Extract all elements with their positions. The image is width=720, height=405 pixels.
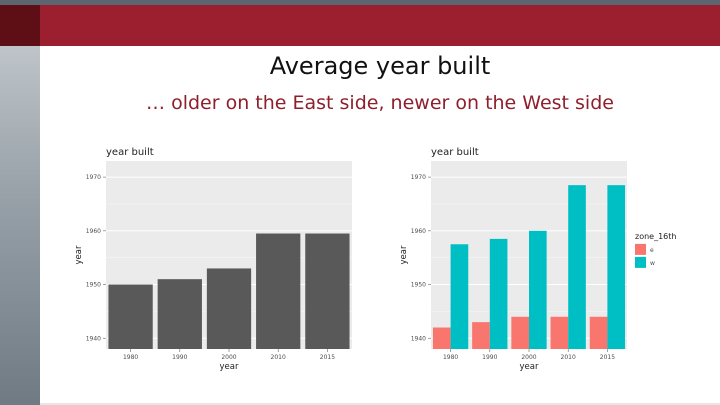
slide-subtitle: … older on the East side, newer on the W… xyxy=(146,92,614,114)
legend-key-e xyxy=(635,243,646,255)
x-axis-title: year xyxy=(220,362,239,372)
y-tick-label: 1940 xyxy=(86,335,101,342)
slide-title: Average year built xyxy=(269,52,491,80)
legend-label-e: e xyxy=(650,247,654,254)
bar-e-2015 xyxy=(589,316,608,349)
y-tick-label: 1940 xyxy=(411,335,426,342)
x-tick-label: 2010 xyxy=(271,354,286,361)
bar-2015 xyxy=(305,233,350,349)
x-tick-label: 1990 xyxy=(482,354,497,361)
left-side-strip xyxy=(0,5,40,405)
y-tick-label: 1950 xyxy=(86,282,101,289)
legend-label-w: w xyxy=(650,260,655,267)
bar-w-2000 xyxy=(529,230,547,349)
x-tick-label: 2015 xyxy=(320,354,335,361)
y-axis-title: year xyxy=(74,245,84,264)
chart-title: year built xyxy=(431,147,479,158)
bar-w-1990 xyxy=(489,238,508,349)
legend-key-w xyxy=(635,256,646,268)
x-tick-label: 2015 xyxy=(600,354,615,361)
x-axis-title: year xyxy=(520,362,539,372)
bar-w-2010 xyxy=(568,185,586,349)
bar-w-2015 xyxy=(607,185,626,349)
header-band xyxy=(40,5,720,46)
x-tick-label: 2000 xyxy=(221,354,236,361)
chart-title: year built xyxy=(106,147,154,158)
bar-e-1980 xyxy=(432,327,451,349)
legend-title: zone_16th xyxy=(635,232,676,241)
bar-2000 xyxy=(206,268,252,349)
chart-year-built-overall: year built 1940 1950 1960 1970 1980 1990 2000 20… xyxy=(72,143,360,373)
chart-svg: year built 1940 1950 1960 1970 1980 1990 2000 20… xyxy=(74,147,352,372)
bottom-rule xyxy=(40,403,720,405)
y-axis-title: year xyxy=(399,245,409,264)
x-tick-label: 1980 xyxy=(123,354,138,361)
chart-year-built-by-zone: year built 1940 1950 1960 1970 1980 1990 2000 20… xyxy=(397,143,685,373)
y-tick-label: 1970 xyxy=(86,174,101,181)
bar-2010 xyxy=(256,233,301,349)
bar-e-1990 xyxy=(472,322,490,349)
chart-svg: year built 1940 1950 1960 1970 1980 1990 2000 20… xyxy=(399,147,676,372)
bar-e-2000 xyxy=(511,316,529,349)
top-border xyxy=(0,0,720,5)
left-corner-accent xyxy=(0,5,40,46)
x-tick-label: 1990 xyxy=(172,354,187,361)
bar-e-2010 xyxy=(550,316,569,349)
x-tick-label: 1980 xyxy=(443,354,458,361)
bar-1990 xyxy=(157,279,202,349)
x-tick-label: 2000 xyxy=(521,354,536,361)
bar-1980 xyxy=(108,284,153,349)
bar-w-1980 xyxy=(450,244,469,349)
y-tick-label: 1960 xyxy=(86,228,101,235)
y-tick-label: 1950 xyxy=(411,282,426,289)
y-tick-label: 1960 xyxy=(411,228,426,235)
y-tick-label: 1970 xyxy=(411,174,426,181)
x-tick-label: 2010 xyxy=(561,354,576,361)
